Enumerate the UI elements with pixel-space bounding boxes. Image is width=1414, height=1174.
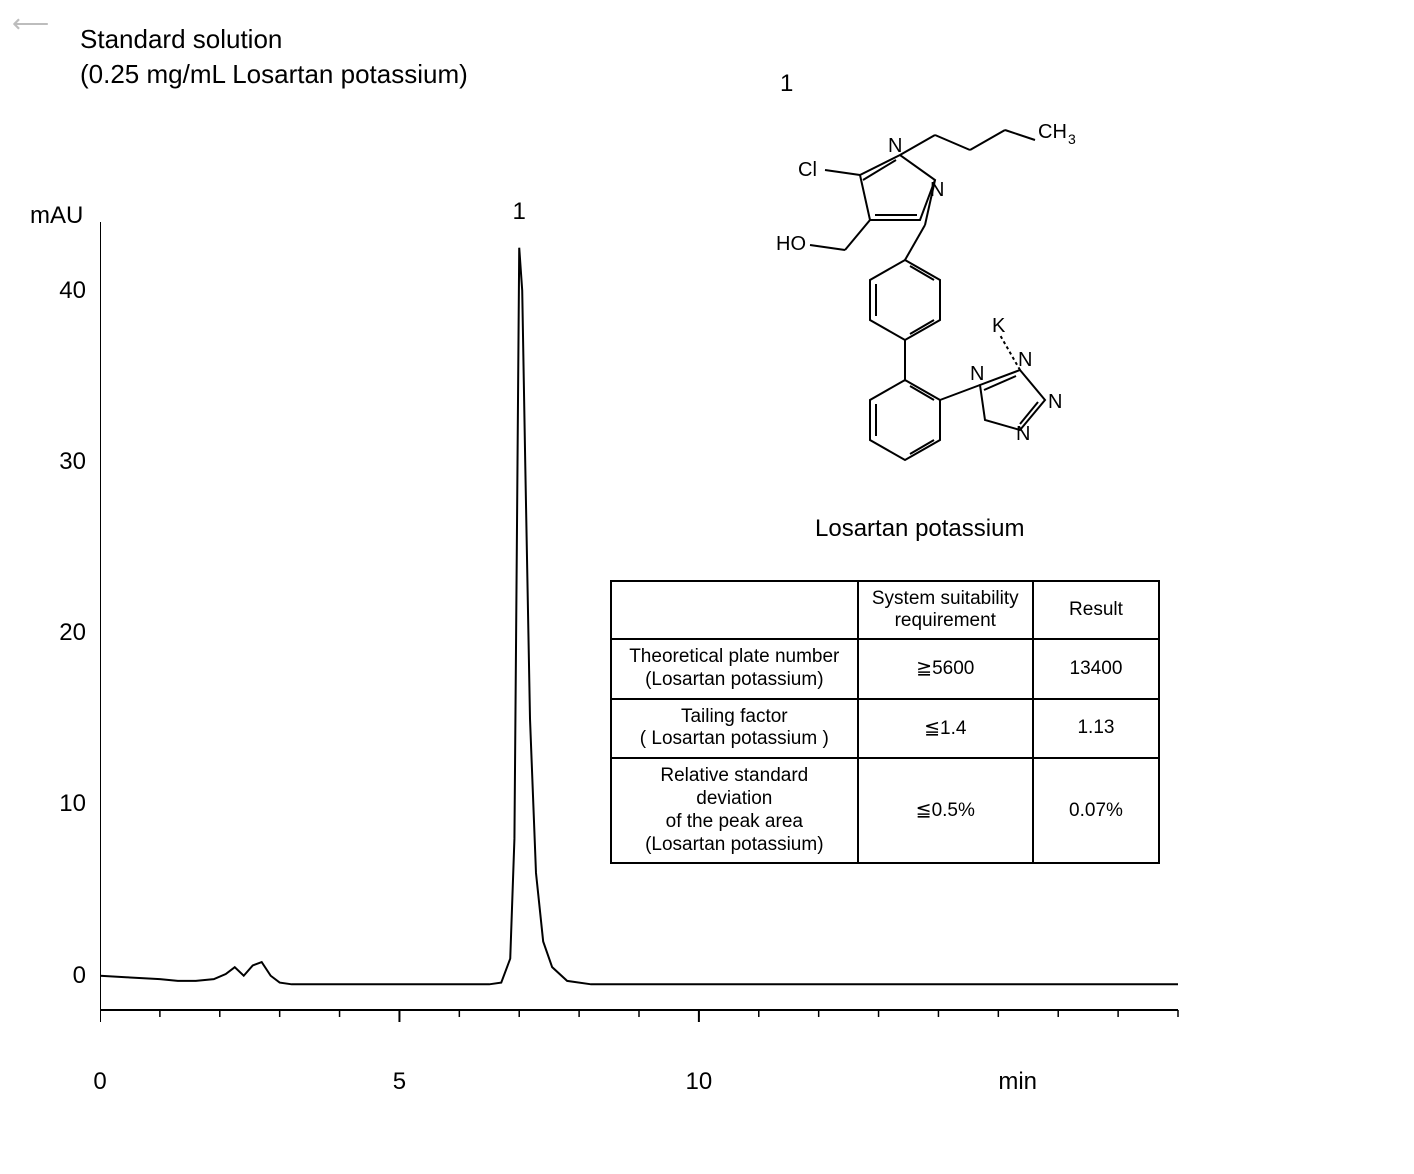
- y-tick-label: 40: [59, 277, 100, 305]
- result-cell: 1.13: [1033, 699, 1159, 759]
- header-requirement: System suitability requirement: [858, 581, 1033, 639]
- svg-text:N: N: [930, 179, 944, 201]
- svg-text:N: N: [1018, 349, 1032, 371]
- y-tick-label: 0: [73, 962, 100, 990]
- table-row: Tailing factor( Losartan potassium )≦1.4…: [611, 699, 1159, 759]
- svg-text:N: N: [888, 135, 902, 157]
- title-line-2: (0.25 mg/mL Losartan potassium): [80, 57, 468, 92]
- svg-text:3: 3: [1068, 131, 1076, 147]
- suitability-table-wrap: System suitability requirement Result Th…: [610, 580, 1160, 864]
- svg-text:N: N: [1048, 391, 1062, 413]
- header-parameter: [611, 581, 858, 639]
- svg-text:CH: CH: [1038, 121, 1067, 143]
- svg-text:HO: HO: [776, 233, 806, 255]
- back-arrow-icon: ⟵: [12, 8, 49, 39]
- x-tick-label: 5: [393, 1050, 406, 1096]
- x-tick-label: 0: [93, 1050, 106, 1096]
- structure-svg: CH3 N N Cl HO K N N N N: [770, 80, 1080, 500]
- svg-text:Cl: Cl: [798, 159, 817, 181]
- req-cell: ≧5600: [858, 639, 1033, 699]
- param-cell: Tailing factor( Losartan potassium ): [611, 699, 858, 759]
- param-cell: Theoretical plate number(Losartan potass…: [611, 639, 858, 699]
- table-row: Relative standard deviationof the peak a…: [611, 758, 1159, 863]
- param-cell: Relative standard deviationof the peak a…: [611, 758, 858, 863]
- chart-title: Standard solution (0.25 mg/mL Losartan p…: [80, 22, 468, 92]
- y-tick-label: 30: [59, 448, 100, 476]
- result-cell: 13400: [1033, 639, 1159, 699]
- peak-label: 1: [513, 198, 526, 226]
- result-cell: 0.07%: [1033, 758, 1159, 863]
- req-cell: ≦1.4: [858, 699, 1033, 759]
- req-cell: ≦0.5%: [858, 758, 1033, 863]
- y-axis-label: mAU: [30, 202, 83, 230]
- y-tick-label: 10: [59, 790, 100, 818]
- x-tick-label: 10: [686, 1050, 713, 1096]
- y-tick-label: 20: [59, 619, 100, 647]
- svg-text:N: N: [1016, 423, 1030, 445]
- svg-text:N: N: [970, 363, 984, 385]
- table-header-row: System suitability requirement Result: [611, 581, 1159, 639]
- svg-text:K: K: [992, 315, 1006, 337]
- molecular-structure: CH3 N N Cl HO K N N N N: [770, 80, 1080, 506]
- header-result: Result: [1033, 581, 1159, 639]
- title-line-1: Standard solution: [80, 22, 468, 57]
- x-axis-unit: min: [998, 1050, 1037, 1096]
- table-row: Theoretical plate number(Losartan potass…: [611, 639, 1159, 699]
- suitability-table: System suitability requirement Result Th…: [610, 580, 1160, 864]
- compound-name: Losartan potassium: [815, 515, 1024, 543]
